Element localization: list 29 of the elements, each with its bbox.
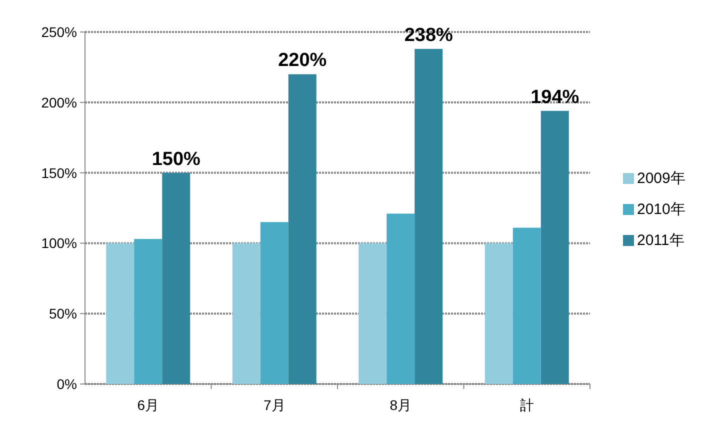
data-label: 220% [278,50,327,72]
bar [484,243,513,384]
bar [414,48,443,384]
y-tick-label: 50% [48,306,77,322]
data-label: 150% [152,148,201,170]
data-label: 194% [530,86,580,108]
bar [540,110,569,384]
y-tick-label: 100% [41,235,77,252]
legend-label: 2011年 [637,232,684,249]
y-tick-label: 250% [41,24,77,40]
x-tick-label: 8月 [390,397,412,413]
data-label: 238% [404,24,454,46]
bar [162,172,190,384]
bar [232,243,260,384]
bar [260,222,288,384]
x-tick-label: 計 [520,397,534,413]
x-tick-label: 7月 [263,397,286,413]
bar [134,238,162,384]
bar [288,74,316,384]
x-tick-label: 6月 [137,397,160,413]
y-tick-label: 200% [41,94,77,110]
y-tick-label: 0% [56,376,77,392]
bar [386,214,415,384]
bar [106,243,134,384]
legend-label: 2009年 [637,170,686,187]
legend-label: 2010年 [637,201,686,218]
y-tick-label: 150% [41,164,77,181]
bar [512,228,541,384]
bar [358,243,387,384]
